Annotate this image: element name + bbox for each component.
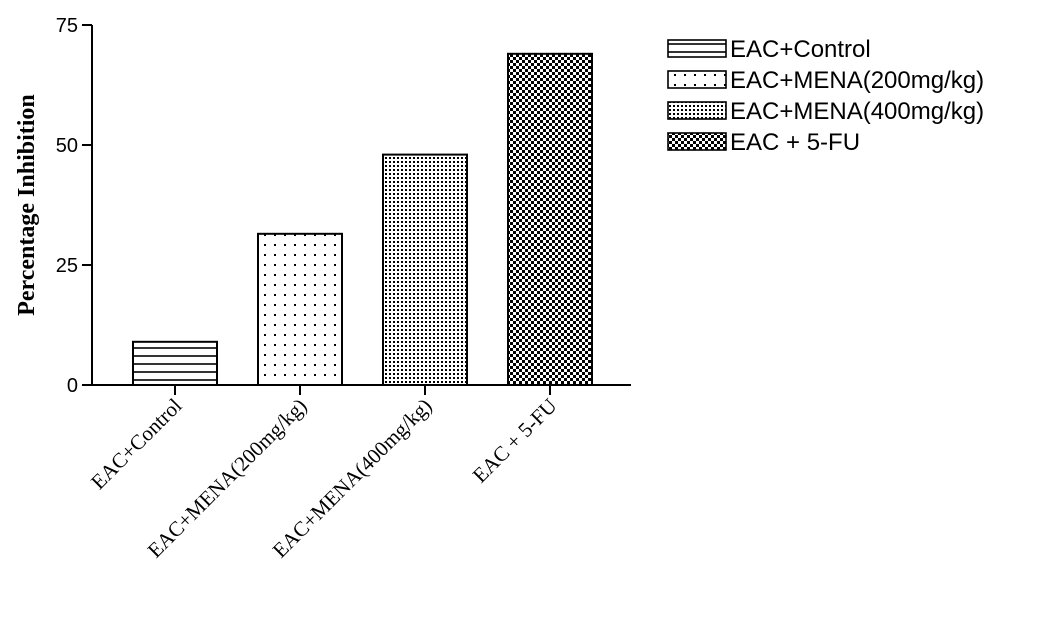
legend-label: EAC+MENA(400mg/kg) <box>730 98 984 125</box>
category-label: EAC+Control <box>86 393 187 494</box>
y-tick-label: 50 <box>56 135 78 157</box>
legend-label: EAC+MENA(200mg/kg) <box>730 67 984 94</box>
x-axis <box>92 384 631 395</box>
y-tick-label: 25 <box>56 255 78 277</box>
bars <box>132 52 593 387</box>
legend-swatch <box>667 39 727 58</box>
legend-label: EAC+Control <box>730 36 871 63</box>
legend-swatch <box>667 132 727 151</box>
y-tick-label: 0 <box>67 375 78 397</box>
y-ticks: 0 25 50 75 <box>56 15 92 397</box>
y-axis: 0 25 50 75 <box>56 15 93 397</box>
y-axis-label: Percentage Inhibition <box>14 94 40 316</box>
bar-2 <box>257 232 343 386</box>
bar-4 <box>507 52 593 387</box>
legend-swatch <box>667 101 727 120</box>
legend-swatch <box>667 70 727 89</box>
x-ticks <box>174 385 551 395</box>
y-tick-label: 75 <box>56 15 78 37</box>
legend-label: EAC + 5-FU <box>730 129 860 156</box>
bar-3 <box>382 153 468 386</box>
legend: EAC+Control EAC+MENA(200mg/kg) EAC+MENA(40… <box>667 36 984 156</box>
category-label: EAC + 5-FU <box>468 394 562 488</box>
category-labels: EAC+ControlEAC+MENA(200mg/kg)EAC+MENA(40… <box>86 393 561 562</box>
bar-1 <box>132 340 218 386</box>
